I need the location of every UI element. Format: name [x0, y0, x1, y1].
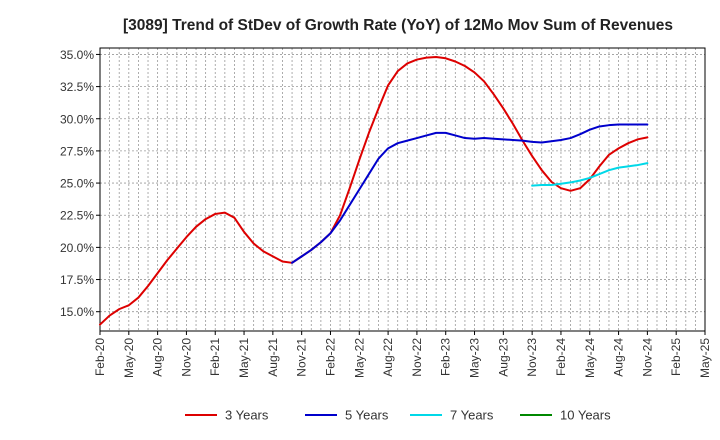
x-tick-label: Nov-24: [640, 338, 654, 377]
x-tick-label: Feb-21: [208, 338, 222, 376]
x-tick-label: Feb-25: [669, 338, 683, 376]
x-tick-label: Nov-20: [179, 338, 193, 377]
y-tick-label: 35.0%: [60, 48, 94, 62]
x-tick-label: Feb-24: [554, 338, 568, 376]
y-tick-label: 15.0%: [60, 305, 94, 319]
legend-label: 10 Years: [560, 408, 611, 423]
y-tick-label: 20.0%: [60, 241, 94, 255]
x-tick-label: Aug-21: [266, 338, 280, 377]
series-line-5-years: [291, 123, 649, 264]
y-tick-label: 17.5%: [60, 273, 94, 287]
y-tick-label: 32.5%: [60, 80, 94, 94]
x-tick-label: May-25: [698, 338, 712, 378]
x-tick-label: Nov-22: [410, 338, 424, 377]
series-lines: [99, 56, 649, 326]
chart-title: [3089] Trend of StDev of Growth Rate (Yo…: [123, 17, 673, 34]
legend-label: 3 Years: [225, 408, 269, 423]
series-line-7-years: [531, 162, 649, 187]
x-tick-label: Nov-21: [295, 338, 309, 377]
series-line-3-years: [99, 56, 649, 326]
x-tick-label: Feb-23: [439, 338, 453, 376]
x-tick-label: May-23: [468, 338, 482, 378]
x-tick-label: Aug-24: [612, 338, 626, 377]
legend: 3 Years 5 Years 7 Years 10 Years: [185, 408, 611, 423]
y-tick-label: 27.5%: [60, 144, 94, 158]
x-tick-label: Nov-23: [525, 338, 539, 377]
y-tick-label: 25.0%: [60, 177, 94, 191]
legend-label: 7 Years: [450, 408, 494, 423]
x-tick-label: Feb-20: [93, 338, 107, 376]
x-tick-label: May-22: [352, 338, 366, 378]
y-tick-label: 22.5%: [60, 209, 94, 223]
grid-lines: [100, 48, 705, 331]
y-axis-ticks: 15.0% 17.5% 20.0% 22.5% 25.0% 27.5% 30.0% 32.5%…: [60, 48, 100, 319]
y-tick-label: 30.0%: [60, 112, 94, 126]
x-tick-label: May-24: [583, 338, 597, 378]
x-tick-label: Feb-22: [323, 338, 337, 376]
plot-area-frame: [99, 47, 706, 332]
x-axis-ticks: Feb-20 May-20 Aug-20 Nov-20 Feb-21 May-21 Aug-…: [93, 331, 712, 378]
x-tick-label: May-21: [237, 338, 251, 378]
legend-label: 5 Years: [345, 408, 389, 423]
x-tick-label: Aug-22: [381, 338, 395, 377]
x-tick-label: Aug-23: [496, 338, 510, 377]
x-tick-label: May-20: [122, 338, 136, 378]
x-tick-label: Aug-20: [151, 338, 165, 377]
